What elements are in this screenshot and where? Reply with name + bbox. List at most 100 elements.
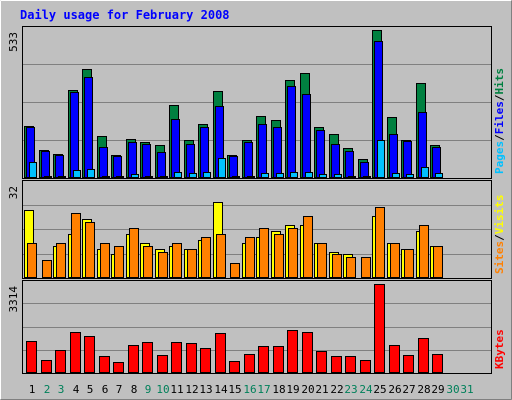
visits-bar-sites-5	[85, 222, 95, 278]
hits-bar-pages-27	[406, 174, 414, 178]
visits-bar-sites-15	[230, 263, 240, 278]
hits-bar-pages-26	[392, 173, 400, 178]
hits-bar-pages-12	[189, 173, 197, 178]
day-label-15: 15	[228, 383, 241, 396]
day-label-7: 7	[116, 383, 123, 396]
hits-bar-files-13	[200, 127, 209, 178]
day-label-20: 20	[301, 383, 314, 396]
kbytes-bar-kbytes-13	[200, 348, 211, 373]
hits-bar-files-4	[70, 92, 79, 178]
hits-bar-pages-5	[87, 169, 95, 178]
kbytes-bar-kbytes-23	[345, 356, 356, 373]
hits-bar-files-12	[186, 144, 195, 178]
visits-bar-sites-4	[71, 213, 81, 278]
hits-bar-files-7	[113, 156, 122, 178]
kbytes-bar-kbytes-14	[215, 333, 226, 373]
hits-legend-separator: /	[493, 94, 506, 101]
kbytes-bar-kbytes-8	[128, 345, 139, 373]
visits-bar-sites-11	[172, 243, 182, 278]
visits-bar-sites-21	[317, 243, 327, 278]
hits-bar-pages-28	[421, 167, 429, 178]
kbytes-bar-kbytes-25	[374, 284, 385, 373]
hits-bar-files-26	[389, 134, 398, 178]
day-label-27: 27	[402, 383, 415, 396]
visits-bar-sites-9	[143, 246, 153, 278]
day-label-13: 13	[199, 383, 212, 396]
visits-bar-sites-6	[100, 243, 110, 278]
day-label-6: 6	[102, 383, 109, 396]
kbytes-bar-kbytes-26	[389, 345, 400, 373]
day-label-22: 22	[330, 383, 343, 396]
visits-bar-sites-22	[332, 254, 342, 278]
hits-bar-pages-21	[319, 174, 327, 178]
visits-scale-label: 32	[7, 186, 20, 199]
visits-bar-sites-23	[346, 257, 356, 278]
hits-legend-pages: Pages	[493, 141, 506, 174]
visits-bar-sites-12	[187, 249, 197, 278]
hits-bar-files-19	[287, 86, 296, 178]
visits-bar-sites-2	[42, 260, 52, 278]
hits-bar-pages-13	[203, 172, 211, 178]
hits-legend-separator: /	[493, 134, 506, 141]
visits-bar-sites-16	[245, 237, 255, 278]
kbytes-bar-kbytes-17	[258, 346, 269, 373]
visits-legend-visits: Visits	[493, 195, 506, 235]
day-label-1: 1	[29, 383, 36, 396]
hits-bar-files-3	[55, 155, 64, 178]
visits-legend: Sites/Visits	[493, 195, 506, 275]
hits-bar-files-24	[360, 162, 369, 178]
kbytes-bar-kbytes-28	[418, 338, 429, 373]
hits-legend: Pages/Files/Hits	[493, 68, 506, 174]
kbytes-legend: KBytes	[493, 329, 506, 369]
chart-title: Daily usage for February 2008	[20, 8, 230, 22]
hits-bar-pages-7	[116, 176, 124, 178]
hits-bar-files-2	[41, 151, 50, 178]
hits-bar-pages-23	[348, 176, 356, 178]
kbytes-bar-kbytes-19	[287, 330, 298, 373]
hits-bar-pages-19	[290, 172, 298, 178]
kbytes-bar-kbytes-29	[432, 354, 443, 373]
hits-bar-pages-25	[377, 140, 385, 178]
kbytes-bar-kbytes-16	[244, 354, 255, 373]
kbytes-bar-kbytes-11	[171, 342, 182, 373]
hits-legend-files: Files	[493, 101, 506, 134]
hits-bar-pages-16	[247, 176, 255, 178]
kbytes-bar-kbytes-15	[229, 361, 240, 373]
day-label-31: 31	[460, 383, 473, 396]
day-label-17: 17	[257, 383, 270, 396]
kbytes-bar-kbytes-27	[403, 355, 414, 373]
hits-bar-files-27	[403, 141, 412, 178]
kbytes-bar-kbytes-22	[331, 356, 342, 373]
hits-bar-pages-11	[174, 172, 182, 178]
day-label-30: 30	[446, 383, 459, 396]
hits-bar-pages-8	[131, 174, 139, 178]
visits-bar-sites-20	[303, 216, 313, 278]
day-label-21: 21	[315, 383, 328, 396]
day-label-18: 18	[272, 383, 285, 396]
kbytes-bar-kbytes-10	[157, 355, 168, 373]
visits-bar-sites-18	[274, 234, 284, 278]
kbytes-bar-kbytes-4	[70, 332, 81, 373]
visits-bar-sites-19	[288, 228, 298, 278]
kbytes-bar-kbytes-6	[99, 356, 110, 373]
hits-bar-files-20	[302, 94, 311, 178]
day-label-9: 9	[145, 383, 152, 396]
hits-bar-files-18	[273, 127, 282, 178]
hits-bar-pages-6	[102, 176, 110, 178]
hits-bar-pages-24	[363, 176, 371, 178]
kbytes-bar-kbytes-12	[186, 343, 197, 373]
hits-bar-files-17	[258, 124, 267, 178]
visits-bar-sites-17	[259, 228, 269, 278]
hits-bar-files-21	[316, 130, 325, 178]
hits-bar-files-5	[84, 77, 93, 178]
visits-legend-sites: Sites	[493, 241, 506, 274]
visits-bar-sites-3	[56, 243, 66, 278]
day-label-4: 4	[73, 383, 80, 396]
visits-bar-sites-27	[404, 249, 414, 278]
kbytes-scale-label: 3314	[7, 286, 20, 313]
kbytes-bar-kbytes-21	[316, 351, 327, 373]
day-label-26: 26	[388, 383, 401, 396]
day-label-11: 11	[170, 383, 183, 396]
day-label-5: 5	[87, 383, 94, 396]
visits-bar-sites-29	[433, 246, 443, 278]
